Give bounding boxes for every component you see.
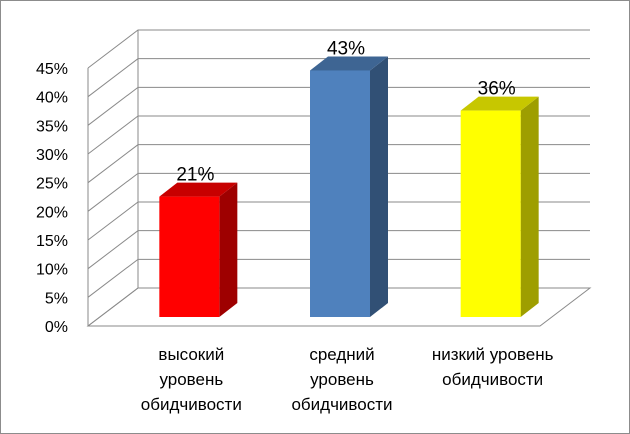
category-label-line: обидчивости <box>442 370 543 389</box>
data-label: 36% <box>478 79 516 100</box>
gridline <box>87 230 590 270</box>
y-tick-label: 40% <box>36 90 68 107</box>
bars <box>159 56 539 317</box>
gridline <box>87 144 590 184</box>
category-label-line: уровень <box>310 370 374 389</box>
category-label: средний уровень обидчивости <box>291 345 392 414</box>
category-label-line: обидчивости <box>291 395 392 414</box>
y-tick-label: 30% <box>36 147 68 164</box>
category-label-line: высокий <box>158 345 224 364</box>
gridline <box>87 172 590 212</box>
bar <box>310 56 388 317</box>
gridline <box>87 201 590 241</box>
gridlines <box>87 29 590 327</box>
gridline <box>87 58 590 98</box>
gridline <box>87 258 590 298</box>
category-label-line: уровень <box>159 370 223 389</box>
category-label: высокий уровень обидчивости <box>141 345 242 414</box>
gridline <box>87 115 590 155</box>
y-tick-label: 25% <box>36 176 68 193</box>
category-labels: высокий уровень обидчивости средний уровень о… <box>141 345 554 414</box>
category-label-line: низкий уровень <box>432 345 554 364</box>
bar-top-face <box>310 56 388 71</box>
bar-side-face <box>520 96 539 317</box>
y-axis-tick-labels: 0% 5% 10% 15% 20% 25% 30% 35% 40% 45% <box>36 61 68 336</box>
y-tick-label: 20% <box>36 204 68 221</box>
y-tick-label: 10% <box>36 262 68 279</box>
bar <box>159 182 238 317</box>
data-label: 43% <box>327 38 365 59</box>
bar-side-face <box>370 56 388 317</box>
bar-front-face <box>310 70 370 317</box>
bar-top-face <box>460 96 539 111</box>
data-label: 21% <box>176 165 214 186</box>
category-label-line: обидчивости <box>141 395 242 414</box>
y-tick-label: 0% <box>45 319 68 336</box>
y-tick-label: 35% <box>36 118 68 135</box>
bar-top-face <box>159 182 238 197</box>
gridline <box>87 287 590 327</box>
bar-front-face <box>159 196 220 317</box>
category-label: низкий уровень обидчивости <box>432 345 554 389</box>
bar <box>460 96 539 317</box>
gridline <box>87 29 590 69</box>
category-label-line: средний <box>309 345 374 364</box>
bar-front-face <box>460 110 521 317</box>
data-labels: 21% 43% 36% <box>176 38 515 185</box>
y-tick-label: 15% <box>36 233 68 250</box>
gridline <box>87 86 590 126</box>
y-tick-label: 45% <box>36 61 68 78</box>
bar-side-face <box>219 182 238 317</box>
y-tick-label: 5% <box>45 290 68 307</box>
